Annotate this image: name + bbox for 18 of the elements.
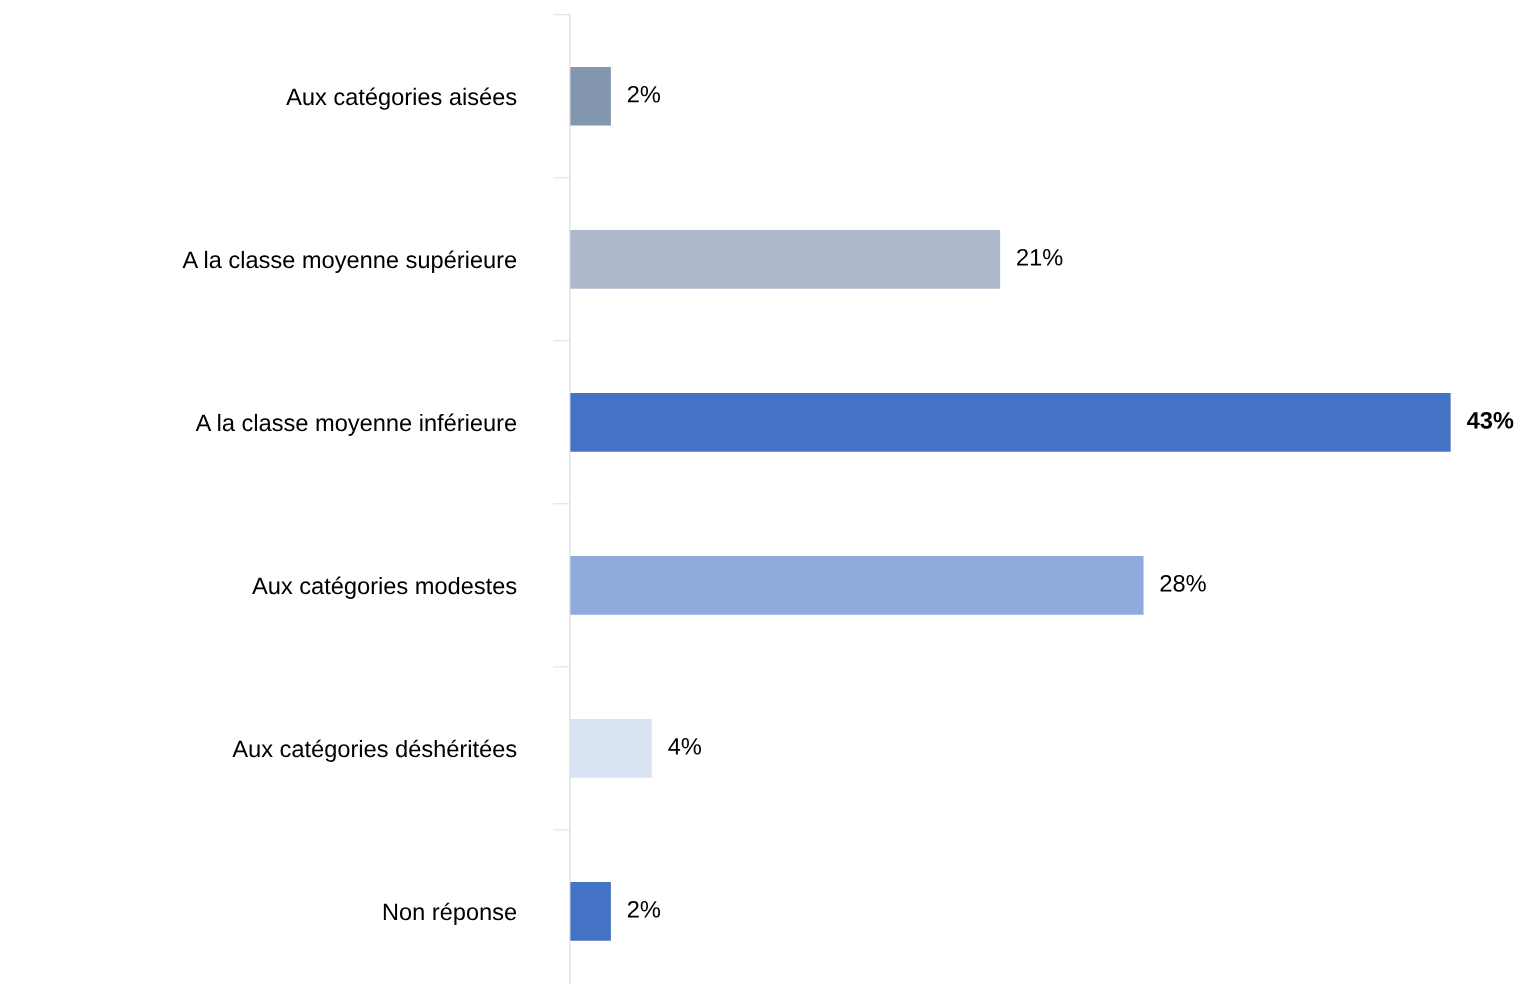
bar	[569, 66, 611, 126]
data-label: 2%	[627, 85, 661, 103]
data-label: 4%	[668, 738, 701, 755]
data-label: 28%	[1160, 574, 1206, 592]
bar	[569, 229, 1001, 289]
data-label: 43%	[1467, 411, 1514, 429]
y-tick-label: Aux catégories déshéritées	[232, 739, 517, 762]
bar	[569, 882, 611, 941]
data-label: 21%	[1017, 248, 1063, 266]
y-tick-label: A la classe moyenne inférieure	[195, 413, 517, 436]
y-tick-label: Non réponse	[383, 902, 517, 925]
bar	[569, 392, 1451, 452]
y-tick-label: Aux catégories aisées	[286, 87, 517, 110]
y-tick-label: A la classe moyenne supérieure	[182, 250, 517, 273]
data-label: 2%	[627, 900, 661, 918]
y-tick-label: Aux catégories modestes	[252, 576, 517, 599]
bar	[569, 718, 652, 778]
bar	[569, 555, 1144, 615]
